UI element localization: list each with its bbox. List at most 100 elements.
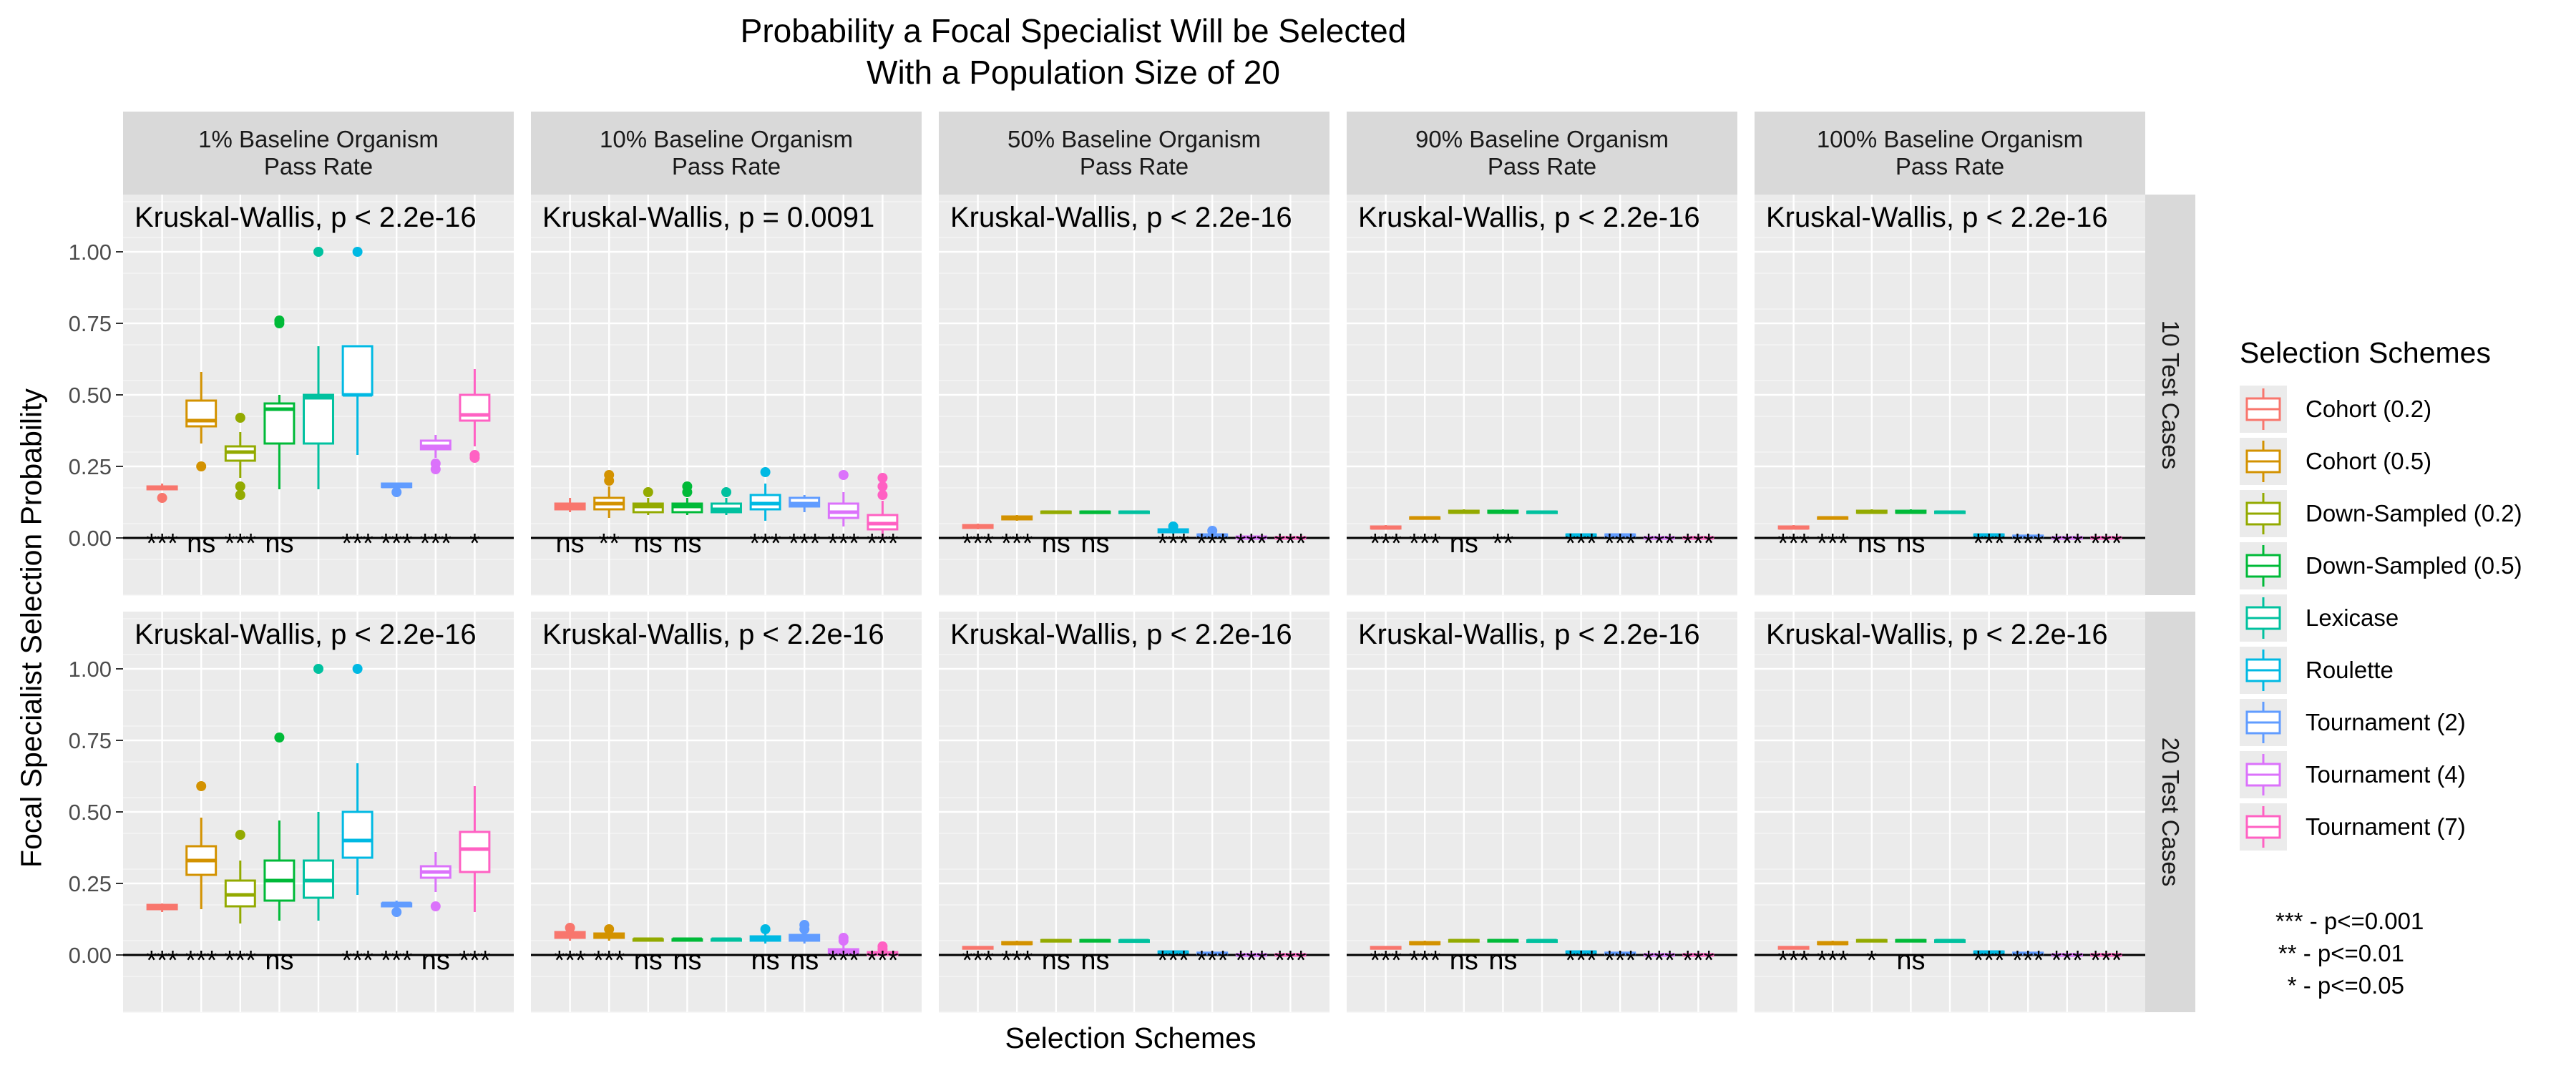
significance-label: *** [1196,946,1229,976]
box-7 [1196,526,1229,538]
box-2 [1409,941,1441,946]
box-8 [827,933,859,955]
significance-label: *** [867,946,899,976]
legend-box-glyph [2245,753,2281,795]
outlier-point [760,467,771,477]
box-7 [789,495,821,512]
outlier-point [235,481,245,491]
box-1 [146,903,178,912]
chart-title: Probability a Focal Specialist Will be S… [0,10,2147,93]
significance-label: *** [867,529,899,559]
outlier-point [352,247,363,257]
box-6 [341,247,374,455]
significance-label: *** [146,946,178,976]
significance-label: *** [1370,946,1402,976]
box-4 [671,481,703,515]
outlier-point [235,490,245,500]
significance-label: *** [1777,946,1810,976]
legend-label: Cohort (0.5) [2306,447,2432,474]
outlier-point [391,907,402,917]
panel-r1-c5: *** *** ns ns *** *** *** ***Kruskal-Wallis, p … [1755,195,2145,596]
box-5 [711,937,742,942]
significance-label: *** [1682,529,1714,559]
significance-label: *** [1644,529,1676,559]
panel-r2-c4: *** *** ns ns *** *** *** ***Kruskal-Wallis, p … [1347,612,1737,1013]
outlier-point [643,487,653,497]
significance-label: ** [1493,529,1514,559]
significance-label: *** [1196,529,1229,559]
significance-label: *** [1236,529,1268,559]
outlier-point [799,920,810,930]
significance-label: ns [1080,529,1109,559]
significance-label: ns [1896,529,1925,559]
chart-title-line-1: Probability a Focal Specialist Will be S… [740,12,1407,49]
kruskal-wallis-annotation: Kruskal-Wallis, p < 2.2e-16 [542,619,884,650]
legend-key [2240,803,2287,851]
legend-box-glyph [2245,440,2281,482]
legend-items: Cohort (0.2) Cohort (0.5) Down-Sampled (0.… [2240,383,2522,853]
facet-strip-row-label: 10 Test Cases [2157,320,2184,470]
facet-strip-col-4-line-2: Pass Rate [1487,153,1597,180]
significance-label: *** [1973,529,2005,559]
box-body [459,393,491,422]
box-3 [632,937,664,942]
outlier-point [760,924,771,934]
box-6 [341,664,374,895]
significance-label: *** [1370,529,1402,559]
box-9 [1682,536,1714,540]
facet-strip-col-3-line-1: 50% Baseline Organism [1007,126,1261,152]
box-1 [146,484,178,503]
box-8 [1235,535,1267,540]
outlier-point [877,473,888,483]
legend-box-glyph [2245,649,2281,691]
box-3 [1448,509,1480,514]
box-9 [2090,536,2122,540]
facet-strip-col-2: 10% Baseline Organism Pass Rate [531,112,922,195]
significance-label: ns [673,946,701,976]
box-8 [827,470,859,526]
box-4 [1079,939,1111,943]
facet-strip-col-2-line-2: Pass Rate [671,153,781,180]
kruskal-wallis-annotation: Kruskal-Wallis, p < 2.2e-16 [135,619,477,650]
box-2 [1001,941,1033,946]
facet-strip-col-1-line-2: Pass Rate [263,153,374,180]
legend-box-glyph [2245,597,2281,639]
significance-label: *** [146,529,178,559]
significance-label: *** [2090,946,2122,976]
box-1 [1370,525,1402,530]
box-body [459,831,491,873]
significance-label: *** [1644,946,1676,976]
legend-item: Tournament (4) [2240,748,2522,800]
box-1 [1777,946,1810,950]
box-5 [1118,510,1150,514]
significance-label: *** [1001,529,1033,559]
box-1 [1777,525,1810,530]
box-5 [711,487,742,515]
significance-legend: *** - p<=0.001 ** - p<=0.01 * - p<=0.05 [2275,905,2424,1001]
box-7 [1604,951,1636,956]
legend-key [2240,594,2287,642]
facet-strip-col-4: 90% Baseline Organism Pass Rate [1347,112,1737,195]
legend-label: Tournament (4) [2306,760,2466,788]
box-5 [1526,510,1558,514]
facet-strip-row-2: 20 Test Cases [2145,612,2195,1012]
box-7 [1604,533,1636,538]
legend-label: Roulette [2306,656,2394,683]
significance-label: ns [1042,529,1070,559]
significance-label: *** [420,529,452,559]
kruskal-wallis-annotation: Kruskal-Wallis, p < 2.2e-16 [1766,619,2108,650]
significance-label: *** [381,946,413,976]
significance-label: ns [1858,529,1886,559]
x-axis-label: Selection Schemes [1005,1021,1257,1054]
significance-label: ns [187,529,215,559]
significance-label: ns [1896,946,1925,976]
legend-key [2240,646,2287,694]
legend-label: Tournament (7) [2306,813,2466,840]
box-7 [1196,951,1229,956]
box-body [185,399,218,428]
box-9 [459,786,491,912]
box-body [341,345,374,396]
significance-label: *** [1817,529,1849,559]
kruskal-wallis-annotation: Kruskal-Wallis, p < 2.2e-16 [135,202,477,233]
legend-item: Lexicase [2240,592,2522,644]
